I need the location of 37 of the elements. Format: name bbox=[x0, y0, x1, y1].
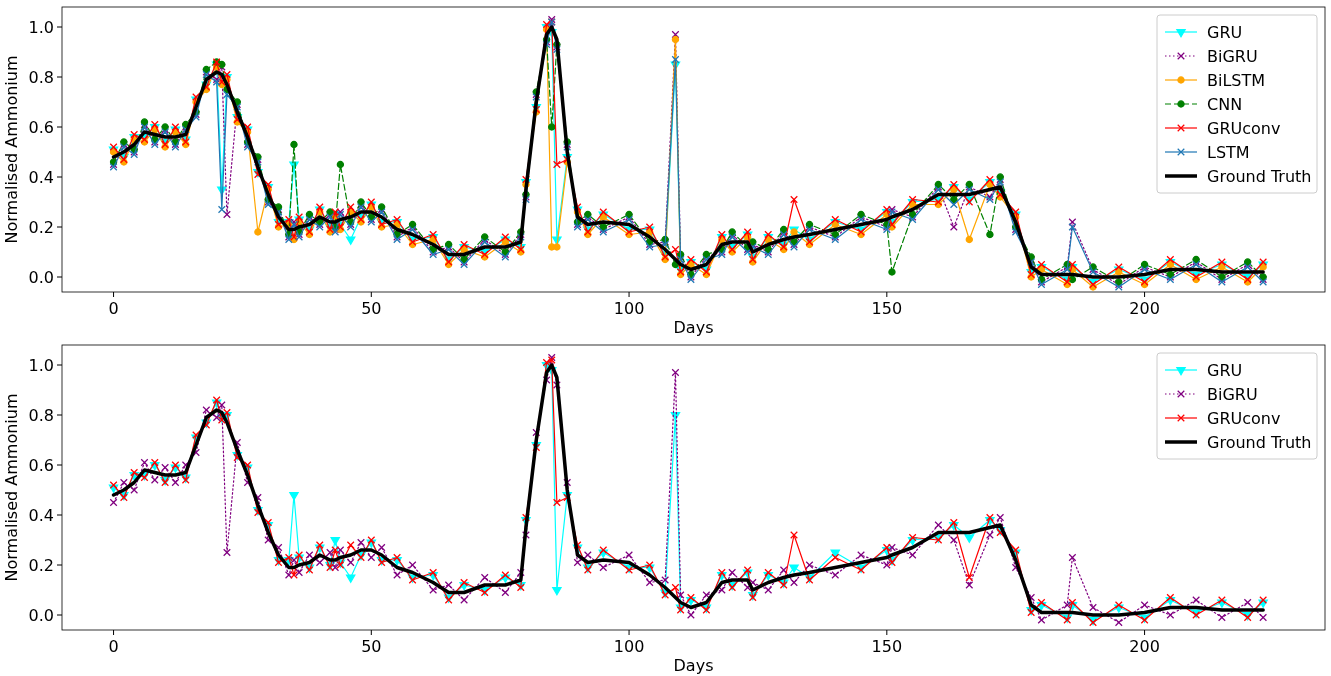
x-tick-label: 100 bbox=[613, 299, 645, 318]
legend-label: Ground Truth bbox=[1207, 433, 1312, 452]
y-tick-label: 1.0 bbox=[28, 356, 54, 375]
x-axis-title: Days bbox=[673, 318, 714, 337]
legend-label: CNN bbox=[1207, 95, 1243, 114]
x-tick-label: 0 bbox=[108, 299, 119, 318]
legend-label: BiLSTM bbox=[1207, 71, 1266, 90]
x-tick-label: 150 bbox=[871, 299, 903, 318]
x-tick-label: 0 bbox=[108, 637, 119, 656]
legend-label: GRUconv bbox=[1207, 119, 1281, 138]
legend-label: GRUconv bbox=[1207, 409, 1281, 428]
legend-label: Ground Truth bbox=[1207, 167, 1312, 186]
y-tick-label: 0.4 bbox=[28, 168, 54, 187]
legend-label: BiGRU bbox=[1207, 385, 1258, 404]
y-tick-label: 0.8 bbox=[28, 68, 54, 87]
x-tick-label: 50 bbox=[361, 637, 382, 656]
x-tick-label: 200 bbox=[1129, 637, 1160, 656]
y-axis-title: Normalised Ammonium bbox=[2, 393, 21, 582]
y-tick-label: 0.6 bbox=[28, 456, 54, 475]
y-tick-label: 0.2 bbox=[28, 218, 54, 237]
y-tick-label: 0.0 bbox=[28, 268, 54, 287]
legend-label: GRU bbox=[1207, 23, 1243, 42]
y-tick-label: 0.2 bbox=[28, 556, 54, 575]
y-axis-title: Normalised Ammonium bbox=[2, 55, 21, 244]
x-tick-label: 150 bbox=[871, 637, 903, 656]
y-tick-label: 0.8 bbox=[28, 406, 54, 425]
legend-label: LSTM bbox=[1207, 143, 1250, 162]
y-tick-label: 0.6 bbox=[28, 118, 54, 137]
legend-label: BiGRU bbox=[1207, 47, 1258, 66]
y-tick-label: 1.0 bbox=[28, 18, 54, 37]
x-tick-label: 100 bbox=[613, 637, 645, 656]
y-tick-label: 0.4 bbox=[28, 506, 54, 525]
x-axis-title: Days bbox=[673, 656, 714, 675]
x-tick-label: 50 bbox=[361, 299, 382, 318]
x-tick-label: 200 bbox=[1129, 299, 1160, 318]
y-tick-label: 0.0 bbox=[28, 606, 54, 625]
legend-label: GRU bbox=[1207, 361, 1243, 380]
